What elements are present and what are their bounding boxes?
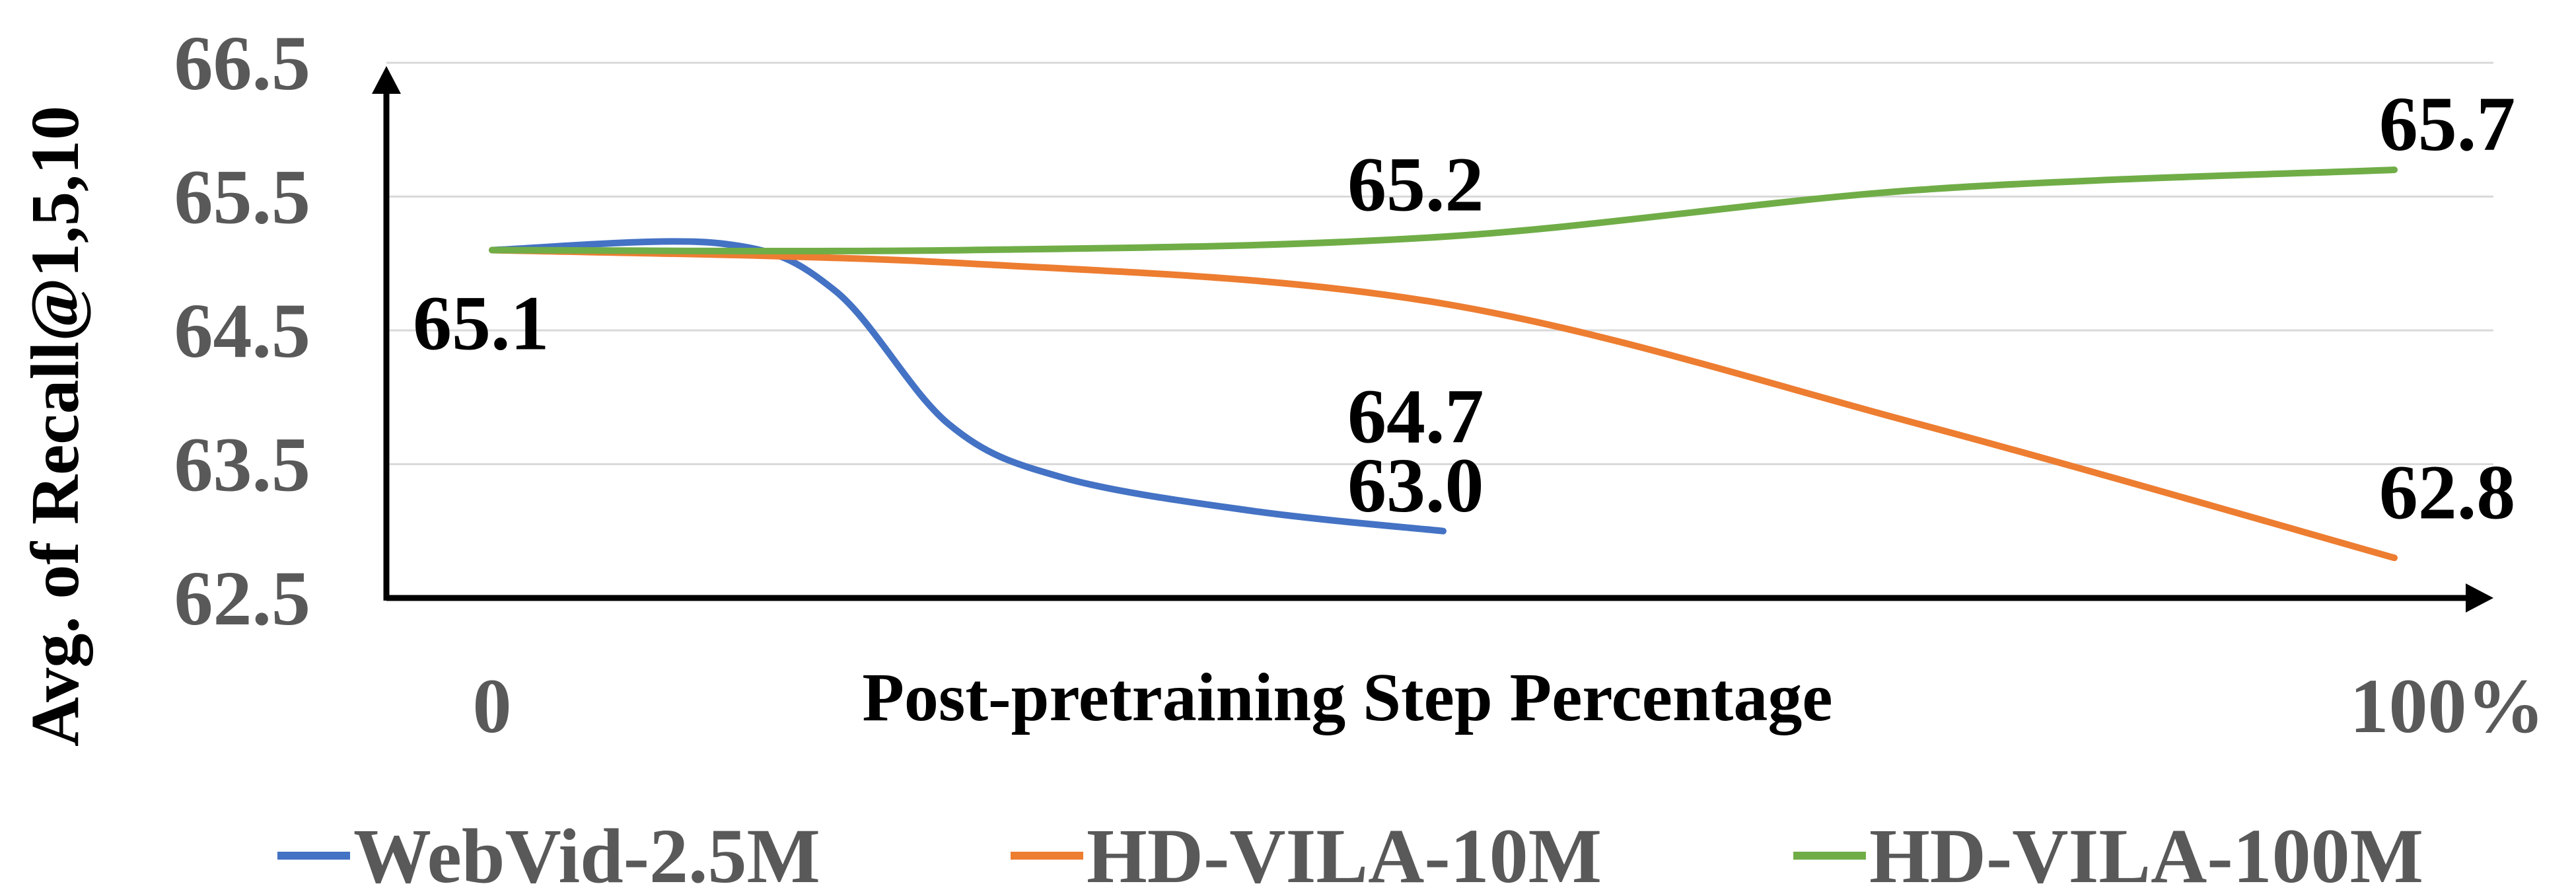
data-label: 63.0 — [1347, 442, 1484, 529]
legend-label: HD-VILA-100M — [1869, 813, 2423, 892]
y-tick-label: 64.5 — [174, 287, 311, 374]
y-tick-label: 65.5 — [174, 154, 311, 241]
x-axis-title: Post-pretraining Step Percentage — [862, 659, 1832, 735]
x-tick-label: 100% — [2350, 663, 2545, 749]
legend-item: HD-VILA-10M — [1011, 813, 1602, 892]
legend: WebVid-2.5M HD-VILA-10M HD-VILA-100M — [277, 813, 2423, 892]
legend-label: HD-VILA-10M — [1087, 813, 1602, 892]
y-tick-labels: 62.5 63.5 64.5 65.5 66.5 — [174, 20, 311, 642]
data-labels: 65.1 65.2 64.763.0 65.7 62.8 — [413, 81, 2515, 535]
data-label: 65.2 — [1347, 141, 1484, 227]
data-label: 65.1 — [413, 280, 550, 367]
y-tick-label: 66.5 — [174, 20, 311, 106]
y-tick-label: 63.5 — [174, 422, 311, 508]
axes — [372, 66, 2493, 613]
x-tick-labels: 0 100% — [473, 663, 2545, 749]
series-line-hd-vila-10m — [489, 246, 2398, 562]
data-label: 65.7 — [2379, 81, 2516, 167]
x-axis-arrow — [2466, 583, 2493, 613]
legend-item: WebVid-2.5M — [277, 813, 820, 892]
legend-label: WebVid-2.5M — [353, 813, 820, 892]
series-line-webvid-2-5m — [489, 238, 1447, 535]
x-tick-label: 0 — [473, 663, 512, 749]
data-label: 64.7 — [1347, 373, 1484, 460]
y-axis-title: Avg. of Recall@1,5,10 — [17, 106, 93, 747]
y-axis-arrow — [372, 66, 401, 94]
series-line-hd-vila-100m — [489, 167, 2398, 254]
y-tick-label: 62.5 — [174, 555, 311, 642]
series-lines — [489, 167, 2398, 562]
gridlines — [386, 61, 2493, 465]
data-label: 62.8 — [2379, 449, 2516, 535]
legend-item: HD-VILA-100M — [1793, 813, 2423, 892]
